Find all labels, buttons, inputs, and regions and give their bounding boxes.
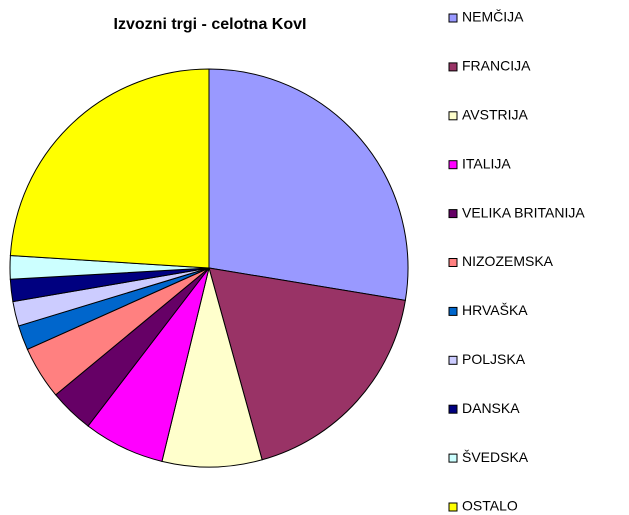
legend-label: HRVAŠKA <box>462 302 528 318</box>
legend-swatch <box>448 258 458 267</box>
pie-slice <box>161 266 263 468</box>
legend-swatch <box>448 453 458 463</box>
legend-label: DANSKA <box>462 400 520 416</box>
legend-swatch <box>448 355 458 365</box>
legend-swatch <box>448 62 458 72</box>
legend-swatch <box>448 160 458 170</box>
chart-title: Izvozni trgi - celotna KovI <box>114 16 307 33</box>
legend-label: OSTALO <box>462 498 518 514</box>
legend-swatch <box>448 502 458 512</box>
legend-label: FRANCIJA <box>462 58 531 74</box>
legend-label: NEMČIJA <box>462 9 524 25</box>
legend-label: NIZOZEMSKA <box>462 253 554 269</box>
legend-swatch <box>448 404 458 414</box>
pie-slice <box>208 267 406 461</box>
pie-slice <box>9 68 210 269</box>
legend-label: POLJSKA <box>462 351 526 367</box>
legend-swatch <box>448 13 458 23</box>
legend-swatch <box>448 209 458 219</box>
legend-label: ŠVEDSKA <box>462 449 529 465</box>
legend-label: ITALIJA <box>462 155 511 171</box>
legend-swatch <box>448 306 458 316</box>
legend-label: AVSTRIJA <box>462 107 529 123</box>
pie-slice <box>208 68 409 301</box>
legend-swatch <box>448 111 458 121</box>
legend-label: VELIKA BRITANIJA <box>462 204 585 220</box>
